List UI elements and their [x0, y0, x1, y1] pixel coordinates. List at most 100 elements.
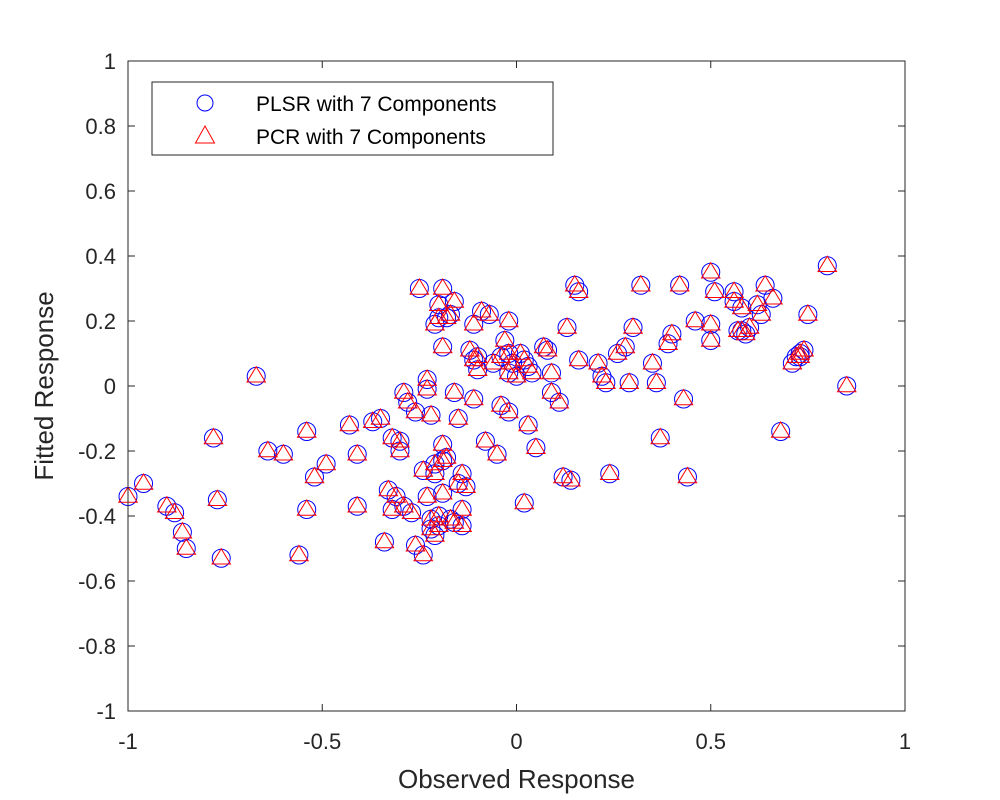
pcr-point [587, 352, 609, 370]
legend-label-plsr: PLSR with 7 Components [256, 93, 496, 116]
pcr-point [347, 495, 368, 513]
pcr-point [723, 281, 745, 298]
pcr-point [440, 304, 461, 321]
pcr-point [755, 274, 776, 292]
pcr-point [483, 352, 504, 370]
legend-label-pcr: PCR with 7 Components [256, 126, 486, 149]
series-triangle [117, 255, 857, 565]
pcr-point [793, 339, 815, 357]
y-tick-label: -0.8 [78, 634, 116, 659]
pcr-point [397, 391, 418, 409]
pcr-point [203, 427, 224, 445]
pcr-point [518, 414, 539, 432]
pcr-point [304, 466, 325, 484]
pcr-point [700, 261, 721, 279]
pcr-point [246, 365, 267, 383]
pcr-point [731, 320, 752, 337]
pcr-point [498, 401, 519, 419]
y-tick-label: 1 [104, 49, 116, 74]
pcr-point [432, 278, 453, 295]
pcr-point [420, 404, 442, 422]
pcr-point [642, 352, 663, 370]
pcr-point [599, 463, 620, 480]
pcr-point [420, 508, 442, 526]
pcr-point [646, 372, 667, 389]
pcr-point [389, 440, 411, 458]
legend-circle-marker-icon [196, 94, 214, 112]
y-axis-label: Fitted Response [29, 291, 59, 480]
pcr-point [347, 443, 368, 461]
pcr-point [257, 440, 278, 458]
pcr-point [525, 437, 547, 454]
pcr-point [405, 401, 426, 419]
y-tick-label: 0 [104, 374, 116, 399]
pcr-point [389, 430, 411, 448]
pcr-point [339, 414, 360, 432]
pcr-point [700, 330, 721, 347]
pcr-point [490, 346, 512, 363]
pcr-point [817, 255, 838, 272]
x-tick-label: 0.5 [695, 729, 726, 754]
pcr-point [622, 317, 644, 334]
pcr-point [436, 307, 457, 324]
pcr-point [133, 473, 154, 490]
pcr-point [463, 313, 484, 331]
pcr-point [432, 450, 453, 467]
pcr-point [451, 499, 473, 516]
y-tick-label: 0.6 [85, 179, 116, 204]
pcr-point [615, 336, 636, 354]
axis-ticks [127, 60, 906, 712]
pcr-point [700, 313, 721, 331]
pcr-point [172, 521, 193, 539]
pcr-point [762, 287, 784, 305]
pcr-point [521, 362, 543, 380]
pcr-point [490, 395, 512, 412]
x-tick-label: 1 [899, 729, 911, 754]
pcr-point [704, 281, 725, 298]
pcr-point [385, 486, 407, 503]
x-tick-label: 0 [510, 729, 522, 754]
pcr-point [650, 427, 671, 445]
pcr-point [657, 333, 679, 350]
pcr-point [211, 547, 232, 565]
pcr-point [537, 339, 558, 357]
pcr-point [506, 365, 527, 383]
pcr-point [413, 460, 434, 477]
y-tick-label: -0.6 [78, 569, 116, 594]
pcr-point [428, 515, 449, 532]
pcr-point [374, 531, 395, 549]
y-tick-label: 0.4 [85, 244, 116, 269]
pcr-point [413, 544, 434, 562]
pcr-point [661, 323, 683, 341]
pcr-point [436, 447, 457, 464]
pcr-point [417, 378, 438, 396]
pcr-point [568, 349, 589, 367]
pcr-point [362, 411, 383, 428]
legend: PLSR with 7 Components PCR with 7 Compon… [151, 81, 554, 156]
pcr-point [595, 372, 616, 389]
pcr-point [685, 310, 706, 328]
pcr-point [432, 482, 453, 500]
pcr-point [541, 382, 562, 399]
pcr-point [619, 372, 640, 389]
pcr-point [723, 291, 745, 308]
pcr-point [393, 495, 414, 513]
x-tick-label: -1 [118, 729, 138, 754]
pcr-point [467, 346, 488, 363]
pcr-point [467, 359, 488, 376]
pcr-point [836, 375, 857, 393]
pcr-point [176, 538, 197, 555]
y-tick-label: 0.2 [85, 309, 116, 334]
pcr-point [316, 453, 337, 471]
pcr-point [409, 278, 430, 295]
pcr-point [751, 304, 772, 321]
pcr-point [797, 304, 818, 321]
pcr-point [549, 391, 570, 409]
pcr-point [455, 476, 477, 493]
pcr-point [424, 453, 446, 471]
pcr-point [401, 502, 422, 519]
pcr-point [448, 408, 469, 425]
pcr-point [296, 421, 317, 438]
pcr-point [417, 486, 438, 503]
pcr-point [207, 489, 228, 506]
